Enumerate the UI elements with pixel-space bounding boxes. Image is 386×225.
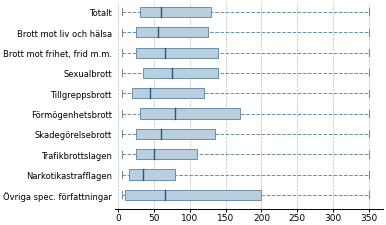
Bar — [140, 109, 240, 119]
Bar — [129, 170, 176, 180]
Bar — [136, 149, 197, 160]
Bar — [132, 89, 204, 99]
Bar — [136, 48, 218, 58]
Bar — [136, 28, 208, 38]
Bar — [136, 129, 215, 139]
Bar — [125, 190, 261, 200]
Bar — [140, 8, 211, 18]
Bar — [143, 69, 218, 79]
